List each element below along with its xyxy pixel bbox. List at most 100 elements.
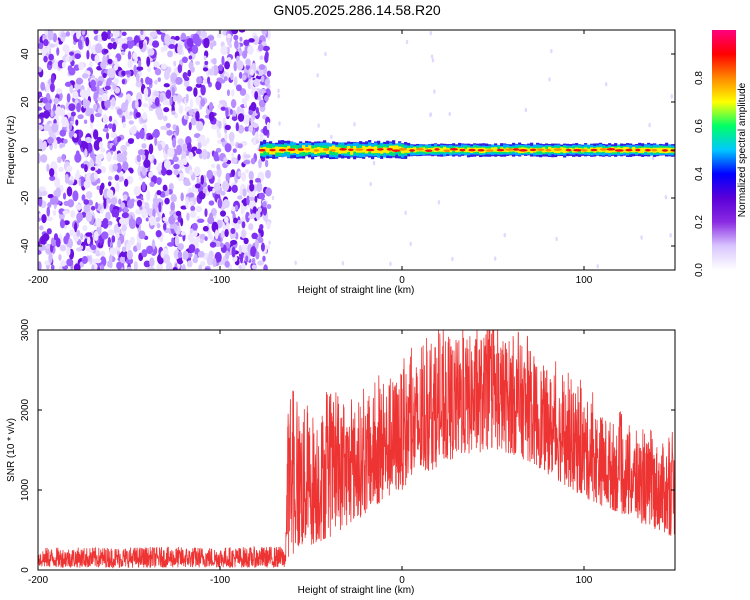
noise-cell (53, 103, 57, 112)
noise-cell (262, 45, 270, 52)
noise-cell (178, 104, 184, 114)
noise-cell (121, 246, 127, 253)
noise-cell (248, 196, 255, 201)
noise-cell (211, 66, 215, 76)
speckle-cell (353, 122, 356, 127)
colorbar: 0.0 0.2 0.4 0.6 0.8 Normalized spectral ampl… (694, 30, 748, 277)
noise-cell (47, 60, 53, 66)
noise-cell (84, 136, 92, 144)
noise-cell (126, 38, 134, 50)
signal-band-cell (362, 145, 366, 153)
noise-cell (46, 163, 50, 172)
noise-cell (191, 44, 199, 54)
speckle-cell (596, 264, 599, 269)
noise-cell (225, 172, 230, 182)
noise-cell (250, 246, 257, 258)
noise-cell (81, 30, 86, 36)
snr-marks (38, 330, 675, 569)
noise-cell (245, 58, 251, 66)
noise-cell (113, 78, 119, 85)
speckle-cell (278, 121, 281, 126)
noise-cell (258, 192, 266, 200)
speckle-cell (640, 235, 643, 240)
noise-cell (163, 254, 171, 264)
noise-cell (149, 215, 156, 226)
noise-cell (94, 154, 102, 165)
signal-core-cell (518, 149, 528, 152)
noise-cell (117, 239, 122, 248)
colorbar-tick-label: 0.8 (694, 71, 705, 85)
noise-cell (224, 143, 232, 153)
noise-cell (197, 250, 205, 258)
noise-cell (266, 70, 272, 77)
noise-cell (38, 66, 42, 73)
noise-cell (96, 84, 100, 93)
noise-cell (241, 229, 246, 239)
noise-cell (81, 73, 89, 79)
noise-cell (245, 169, 249, 174)
speckle-cell (317, 123, 320, 128)
noise-cell (231, 206, 236, 212)
noise-cell (90, 244, 97, 251)
noise-cell (119, 256, 126, 265)
noise-cell (237, 219, 242, 224)
noise-cell (82, 225, 88, 232)
noise-cell (261, 30, 268, 36)
noise-cell (141, 166, 147, 176)
noise-cell (110, 37, 115, 42)
noise-cell (163, 44, 168, 52)
noise-cell (110, 132, 117, 139)
noise-cell (168, 38, 176, 45)
noise-cell (95, 201, 99, 210)
noise-cell (187, 233, 194, 241)
noise-cell (170, 201, 175, 212)
noise-cell (257, 44, 264, 52)
noise-cell (150, 104, 158, 109)
noise-cell (200, 139, 208, 147)
noise-cell (102, 128, 109, 133)
noise-cell (107, 220, 113, 226)
noise-cell (112, 30, 120, 38)
noise-cell (195, 206, 202, 213)
noise-cell (77, 138, 82, 146)
noise-cell (141, 249, 148, 258)
noise-cell (163, 69, 170, 81)
noise-cell (264, 53, 269, 64)
noise-cell (238, 71, 243, 79)
noise-cell (162, 99, 170, 106)
noise-cell (148, 97, 152, 107)
speckle-cell (330, 134, 333, 140)
noise-cell (125, 114, 133, 120)
noise-cell (230, 227, 236, 235)
noise-cell (175, 210, 182, 217)
noise-cell (219, 210, 227, 217)
signal-band-cell (464, 148, 468, 153)
noise-cell (160, 46, 165, 53)
noise-cell (180, 205, 188, 210)
noise-cell (85, 110, 93, 117)
noise-cell (148, 143, 154, 155)
noise-cell (96, 266, 101, 270)
noise-cell (130, 198, 135, 204)
snr-frame (37, 329, 676, 571)
noise-cell (46, 125, 51, 132)
noise-cell (66, 93, 71, 103)
spectrogram-marks (38, 30, 675, 270)
noise-cell (172, 94, 177, 103)
noise-cell (116, 152, 124, 163)
noise-cell (69, 84, 74, 94)
noise-cell (90, 86, 98, 92)
noise-cell (85, 36, 90, 47)
signal-core-cell (580, 149, 588, 152)
noise-cell (164, 197, 170, 205)
signal-band-cell (383, 147, 387, 153)
signal-band-cell (350, 147, 354, 155)
noise-cell (119, 218, 124, 224)
noise-cell (38, 139, 44, 150)
snr-x-label: Height of straight line (km) (298, 585, 415, 596)
noise-cell (93, 30, 99, 35)
signal-core-cell (348, 148, 354, 152)
speckle-cell (433, 89, 436, 94)
noise-cell (49, 83, 55, 93)
signal-band-cell (302, 145, 306, 152)
